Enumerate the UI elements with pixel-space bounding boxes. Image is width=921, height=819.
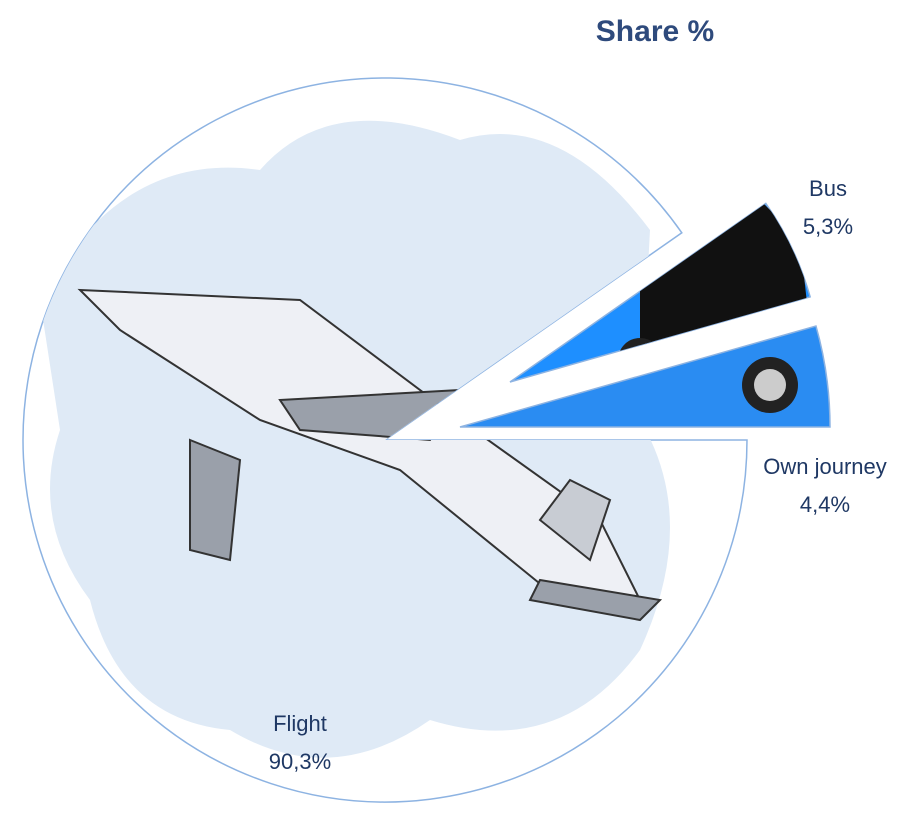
value-label: 90,3% xyxy=(269,749,331,774)
car-picture xyxy=(742,357,798,413)
chart-title: Share % xyxy=(596,15,714,48)
pie-slice xyxy=(459,325,831,428)
labels: Flight 90,3% Bus 5,3% Own journey 4,4% xyxy=(269,176,887,774)
flight-picture xyxy=(40,120,670,758)
slice-label: Own journey xyxy=(763,454,887,479)
slice-label: Bus xyxy=(809,176,847,201)
slice-label: Flight xyxy=(273,711,327,736)
value-label: 4,4% xyxy=(800,492,850,517)
value-label: 5,3% xyxy=(803,214,853,239)
